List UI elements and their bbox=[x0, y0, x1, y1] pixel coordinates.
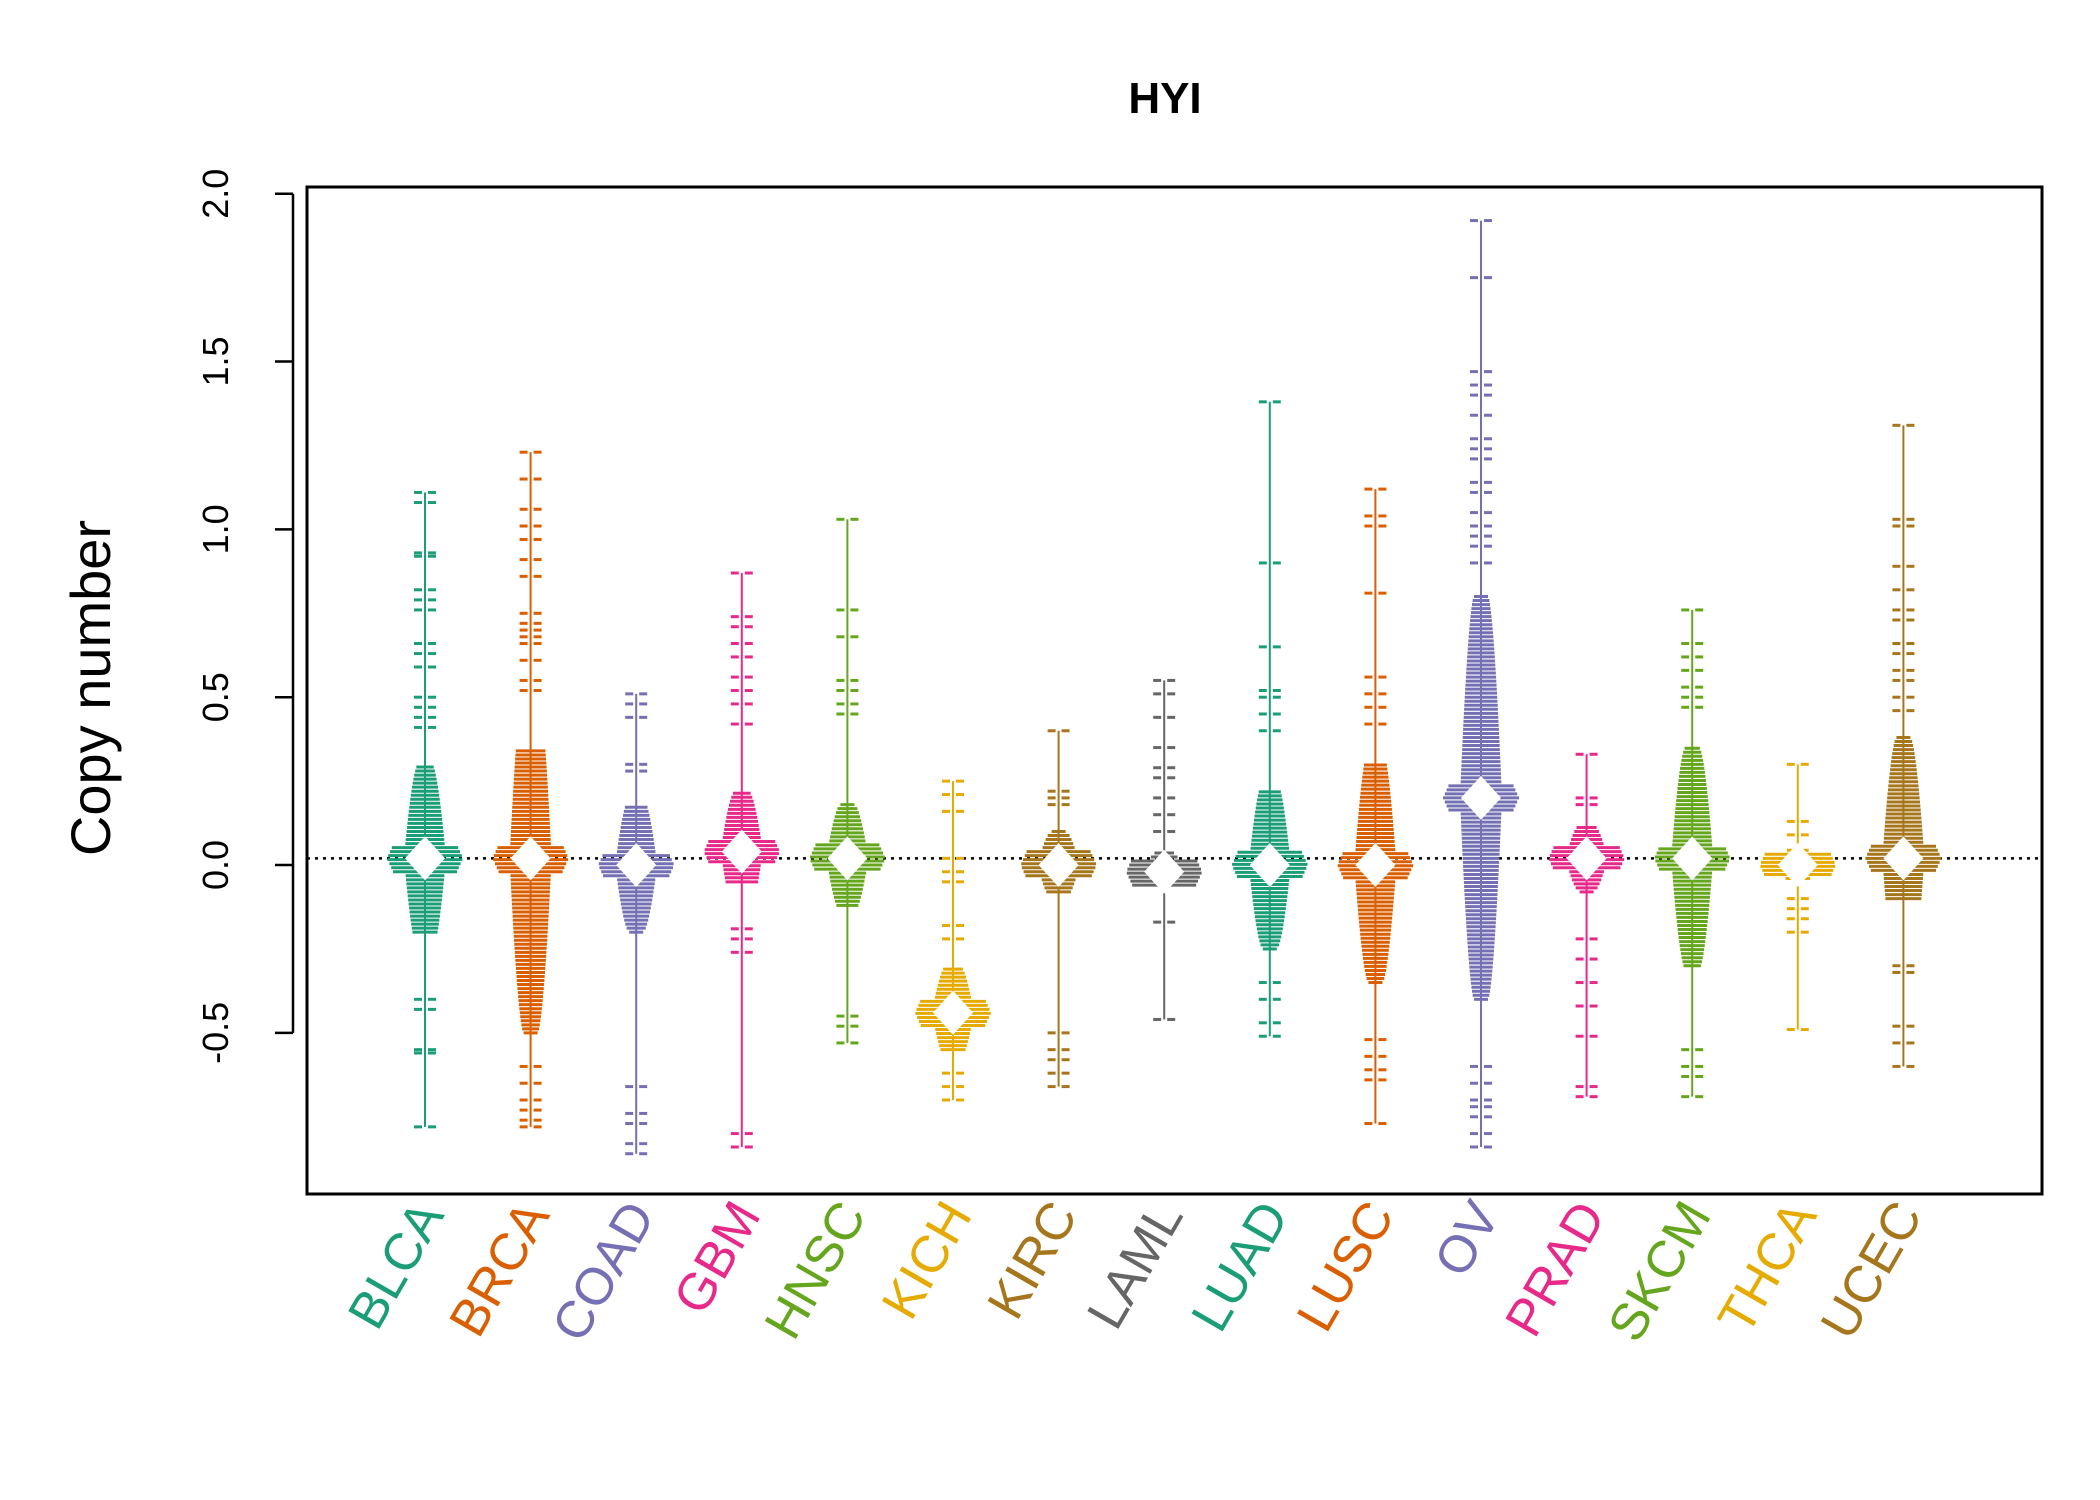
x-tick-label: COAD bbox=[541, 1192, 666, 1351]
y-axis-label: Copy number bbox=[59, 520, 122, 856]
plot-frame bbox=[305, 185, 2044, 1196]
x-tick-label: UCEC bbox=[1810, 1192, 1934, 1349]
y-tick-label: 0.5 bbox=[195, 672, 236, 722]
median-marker bbox=[1883, 836, 1924, 881]
x-tick-label: LAML bbox=[1076, 1192, 1194, 1339]
x-tick-label: LUSC bbox=[1286, 1192, 1406, 1341]
series-prad bbox=[1549, 752, 1624, 1099]
median-marker bbox=[510, 836, 551, 881]
median-marker bbox=[1144, 849, 1185, 894]
median-marker bbox=[1038, 843, 1079, 888]
plot-area bbox=[307, 219, 2042, 1156]
y-tick-label: 1.0 bbox=[195, 504, 236, 554]
series-blca bbox=[387, 490, 463, 1129]
y-tick-label: 0.0 bbox=[195, 840, 236, 890]
median-marker bbox=[933, 990, 973, 1035]
x-tick-label: GBM bbox=[663, 1192, 772, 1324]
median-marker bbox=[721, 829, 762, 874]
median-marker bbox=[827, 836, 868, 881]
x-tick-label: OV bbox=[1424, 1192, 1512, 1286]
series-coad bbox=[598, 692, 674, 1156]
chart-title: HYI bbox=[1128, 74, 1201, 123]
series-ov bbox=[1443, 219, 1519, 1149]
median-marker bbox=[1777, 843, 1818, 888]
y-axis: -0.5 0.0 0.5 1.0 1.5 2.0 bbox=[195, 169, 295, 1064]
median-marker bbox=[405, 836, 445, 881]
y-tick-label: 1.5 bbox=[195, 337, 236, 387]
series-hnsc bbox=[810, 517, 885, 1045]
series-luad bbox=[1232, 400, 1308, 1038]
x-tick-label: SKCM bbox=[1597, 1192, 1722, 1351]
x-tick-label: KICH bbox=[871, 1192, 983, 1329]
series-kich bbox=[915, 779, 991, 1102]
x-tick-label: LUAD bbox=[1181, 1192, 1301, 1341]
series-laml bbox=[1126, 678, 1202, 1021]
median-marker bbox=[1672, 836, 1713, 881]
median-marker bbox=[1355, 843, 1396, 888]
x-tick-label: KIRC bbox=[977, 1192, 1089, 1329]
median-marker bbox=[1461, 775, 1501, 820]
series-thca bbox=[1760, 762, 1836, 1032]
median-marker bbox=[1566, 836, 1607, 881]
series-kirc bbox=[1021, 729, 1096, 1089]
y-tick-label: -0.5 bbox=[195, 1002, 236, 1064]
series-gbm bbox=[704, 571, 779, 1149]
y-tick-label: 2.0 bbox=[195, 169, 236, 219]
median-marker bbox=[1249, 843, 1290, 888]
series-lusc bbox=[1337, 487, 1414, 1126]
series-brca bbox=[493, 450, 568, 1129]
series-ucec bbox=[1865, 423, 1942, 1068]
median-marker bbox=[616, 843, 657, 888]
x-tick-label: HNSC bbox=[754, 1192, 878, 1349]
series-skcm bbox=[1654, 608, 1730, 1099]
